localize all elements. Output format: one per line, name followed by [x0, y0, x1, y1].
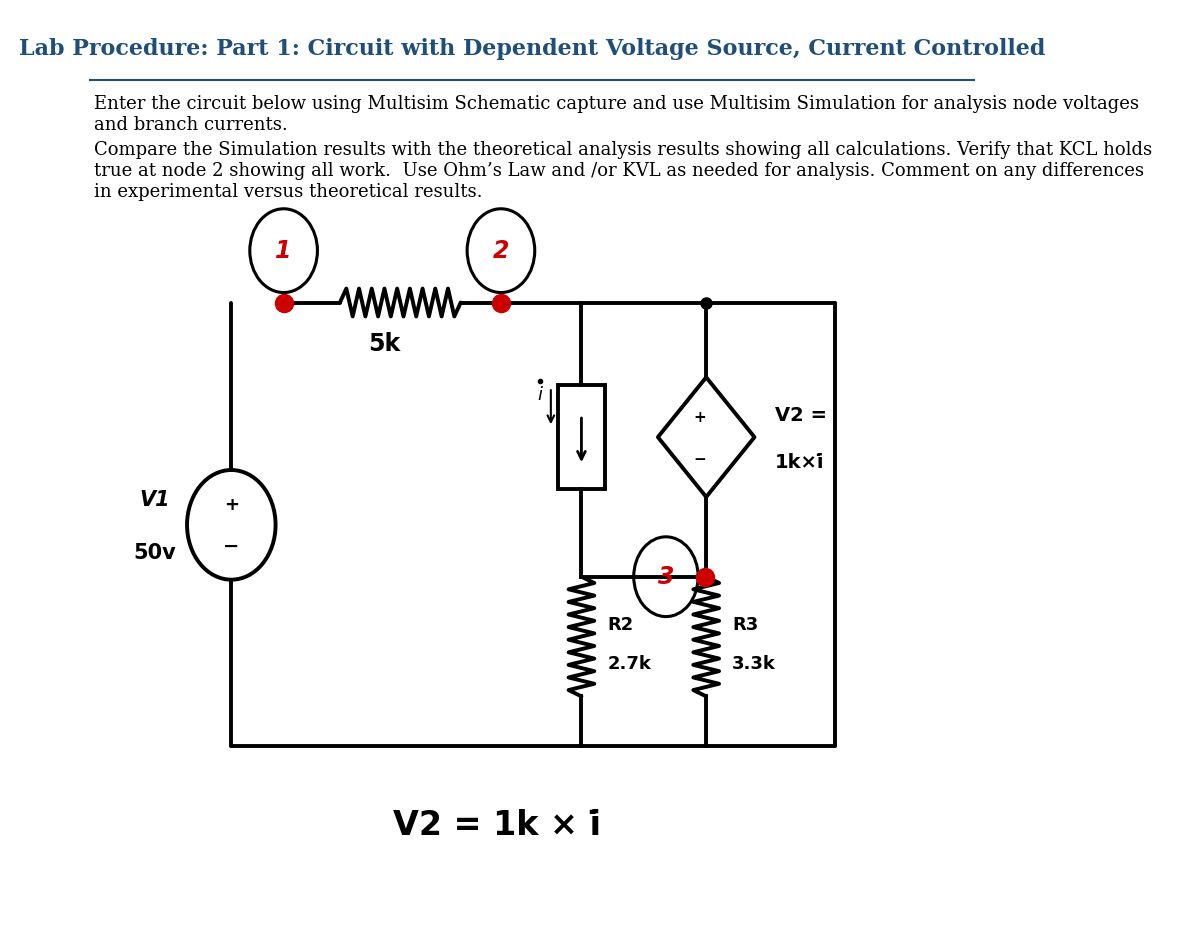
Text: 3: 3	[658, 565, 675, 588]
Text: R2: R2	[607, 616, 633, 634]
Text: i: i	[537, 387, 542, 405]
Text: 5k: 5k	[368, 332, 400, 356]
Text: +: +	[223, 496, 239, 514]
Text: 2: 2	[493, 239, 510, 263]
Text: Compare the Simulation results with the theoretical analysis results showing all: Compare the Simulation results with the …	[95, 141, 1152, 201]
Text: −: −	[694, 451, 706, 466]
Text: Lab Procedure: Part 1: Circuit with Dependent Voltage Source, Current Controlled: Lab Procedure: Part 1: Circuit with Depe…	[19, 38, 1045, 60]
Text: Enter the circuit below using Multisim Schematic capture and use Multisim Simula: Enter the circuit below using Multisim S…	[95, 95, 1139, 134]
Text: 2.7k: 2.7k	[607, 655, 651, 673]
Text: −: −	[223, 537, 240, 556]
Text: V1: V1	[139, 490, 170, 510]
Text: V2 =: V2 =	[775, 406, 827, 425]
Text: 3.3k: 3.3k	[732, 655, 776, 673]
Text: +: +	[694, 409, 706, 425]
Text: 50v: 50v	[133, 543, 176, 563]
Text: 1k×i̇: 1k×i̇	[775, 452, 824, 471]
Text: 1: 1	[276, 239, 292, 263]
Text: V2 = 1k × i̇: V2 = 1k × i̇	[393, 809, 601, 843]
Text: R3: R3	[732, 616, 758, 634]
